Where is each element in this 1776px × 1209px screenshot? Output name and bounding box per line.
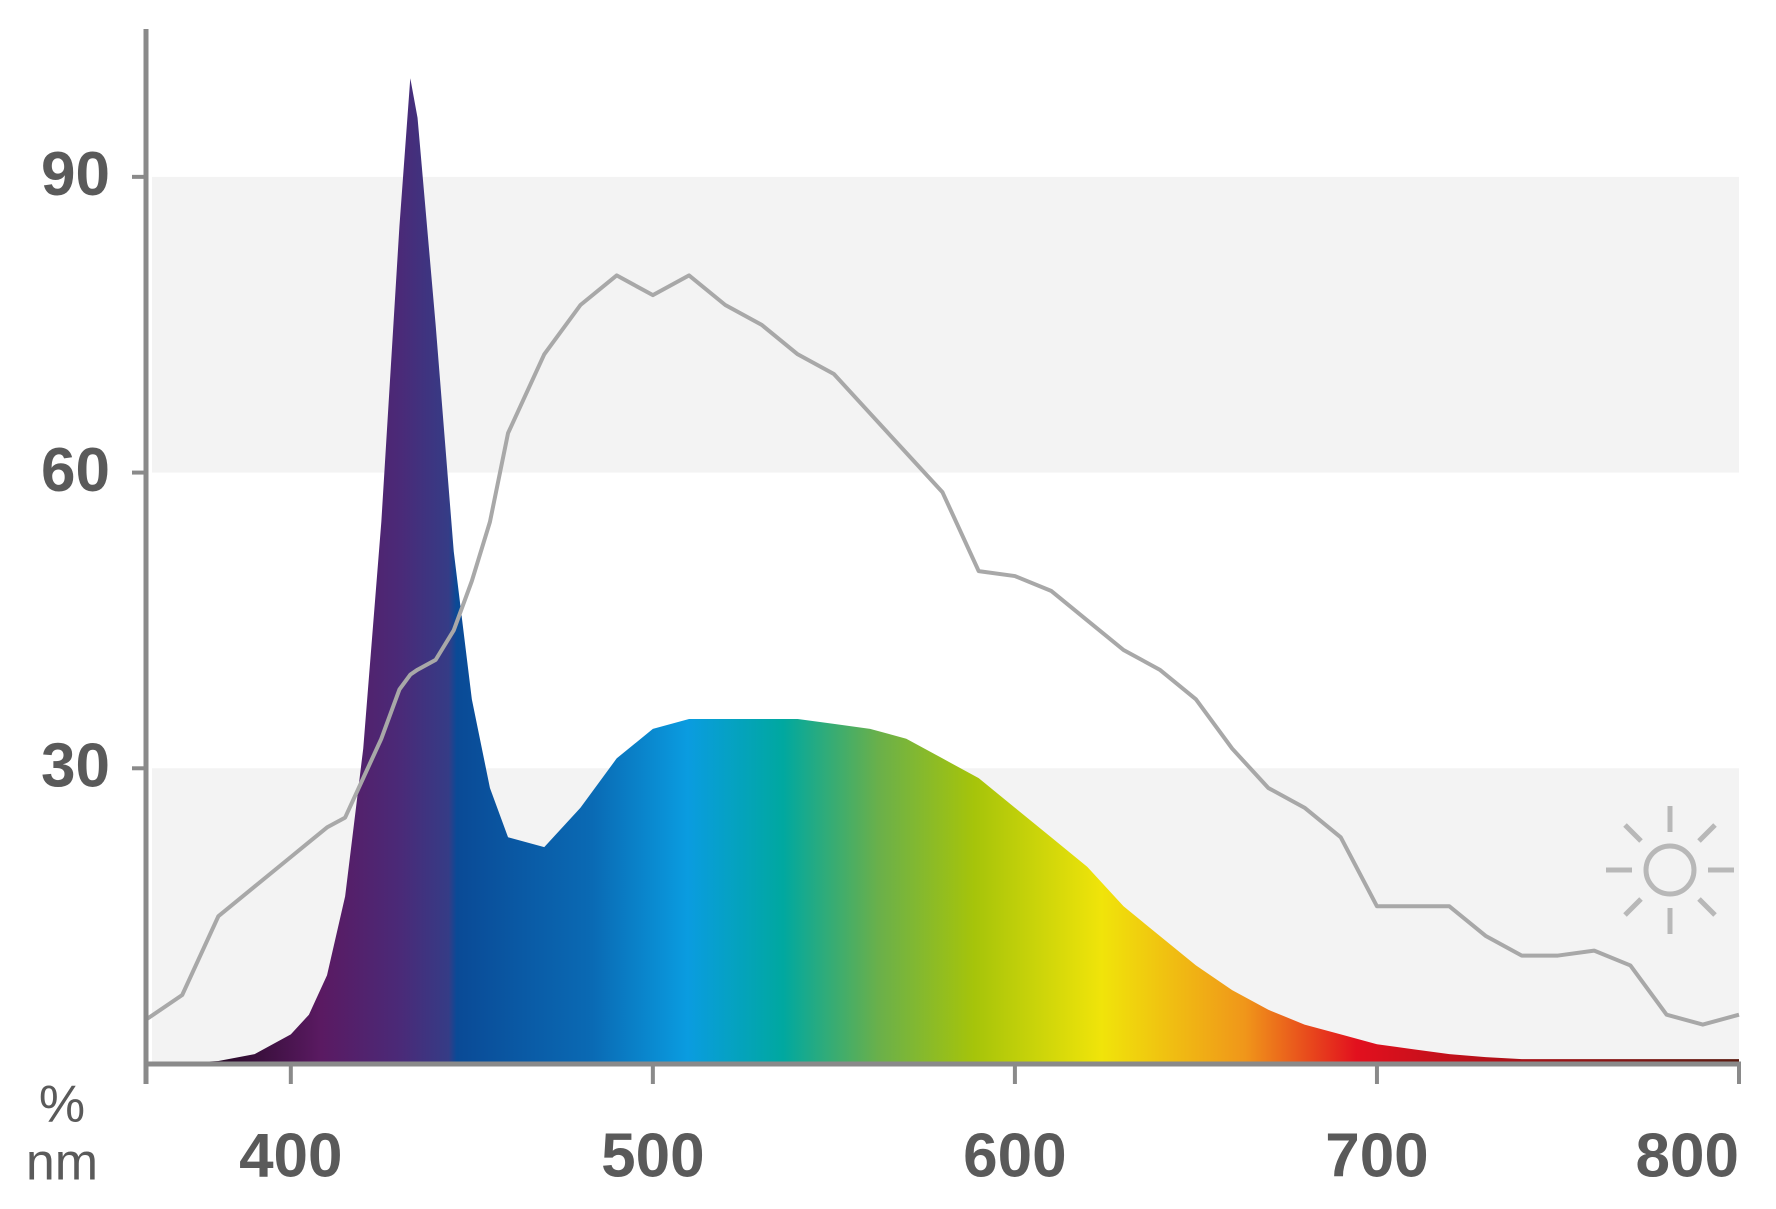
sun-icon [1606, 806, 1734, 934]
y-tick-label: 60 [41, 436, 110, 505]
plot [144, 78, 1740, 1065]
spectrum-area [146, 78, 1739, 1065]
x-unit: nm [26, 1134, 98, 1192]
y-tick-label: 90 [41, 140, 110, 209]
x-tick-label: 700 [1325, 1121, 1428, 1190]
x-tick-label: 600 [963, 1121, 1066, 1190]
x-tick-label: 500 [601, 1121, 704, 1190]
x-tick-label: 800 [1636, 1121, 1739, 1190]
y-unit: % [39, 1076, 85, 1134]
sunlight-line [144, 273, 1740, 1027]
x-tick-label: 400 [239, 1121, 342, 1190]
axes: 30 60 90 400 500 600 700 800 [41, 29, 1741, 1190]
y-tick-label: 30 [41, 732, 110, 801]
